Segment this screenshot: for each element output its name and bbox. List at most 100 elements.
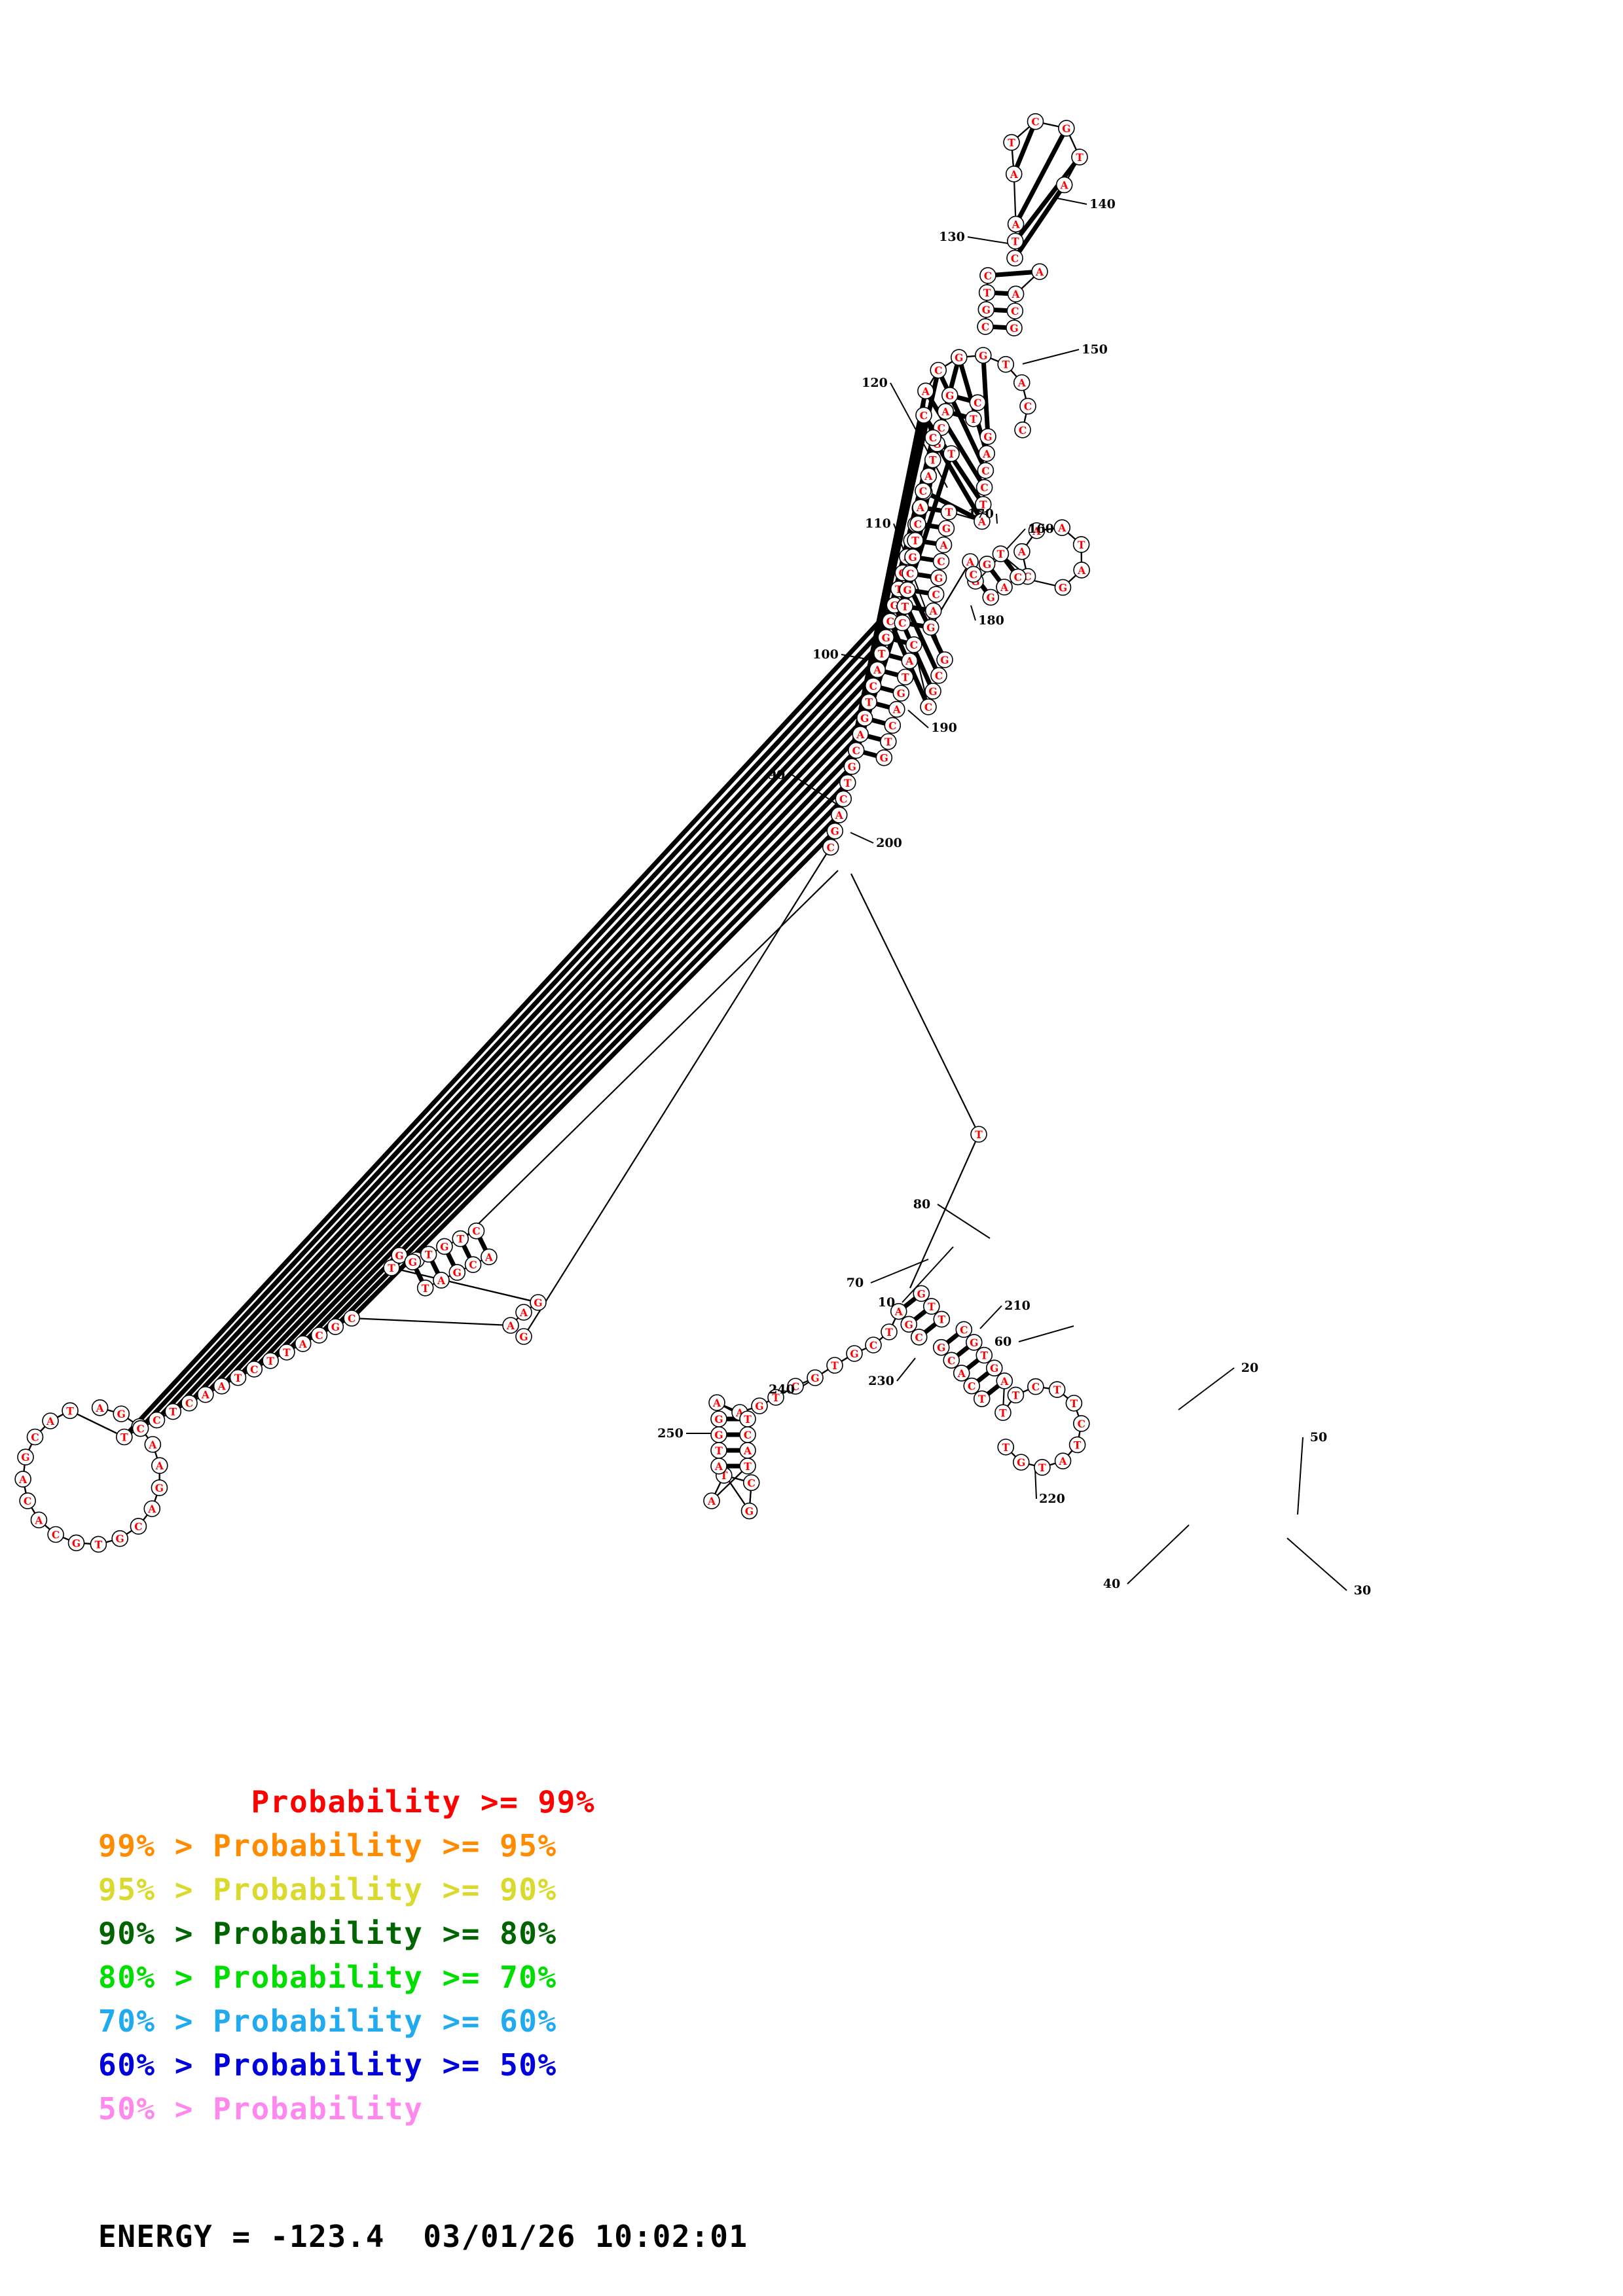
nucleotide-circle <box>1068 1436 1086 1454</box>
nucleotide-letter: A <box>1000 581 1009 594</box>
nucleotide-letter: G <box>331 1321 340 1333</box>
position-label-180: 180 <box>978 613 1004 628</box>
nucleotide-letter: T <box>1053 1384 1061 1396</box>
nucleotide-circle <box>938 520 955 537</box>
nucleotide-circle <box>30 1511 48 1529</box>
legend-row-95: 99% > Probability >= 95% <box>98 1828 557 1863</box>
nucleotide-circle <box>1013 374 1030 391</box>
nucleotide-letter: C <box>981 321 989 333</box>
nucleotide-letter: A <box>148 1439 157 1451</box>
nucleotide-letter: G <box>453 1266 462 1279</box>
nucleotide-letter: G <box>811 1372 819 1384</box>
nucleotide-letter: C <box>869 680 877 692</box>
nucleotide-letter: C <box>315 1329 323 1342</box>
nucleotide-letter: A <box>714 1460 723 1473</box>
nucleotide-circle <box>974 512 991 530</box>
nucleotide-circle <box>710 1410 727 1427</box>
nucleotide-circle <box>144 1436 162 1453</box>
nucleotide-letter: C <box>1019 424 1027 437</box>
nucleotide-circle <box>894 614 911 632</box>
nucleotide-letter: A <box>929 605 938 617</box>
nucleotide-circle <box>1055 176 1073 194</box>
nucleotide-circle <box>927 586 945 603</box>
nucleotide-letter: A <box>977 516 987 528</box>
nucleotide-letter: C <box>968 1380 976 1393</box>
nucleotide-circle <box>930 667 947 684</box>
nucleotide-letter: A <box>1057 522 1067 534</box>
nucleotide-letter: T <box>1002 1441 1010 1454</box>
nucleotide-letter: T <box>983 287 991 299</box>
nucleotide-circle <box>924 602 942 620</box>
nucleotide-circle <box>17 1448 34 1465</box>
nucleotide-letter: T <box>772 1391 780 1404</box>
nucleotide-letter: C <box>1011 252 1019 264</box>
nucleotide-letter: A <box>201 1389 210 1401</box>
nucleotide-letter: G <box>21 1451 29 1463</box>
position-label-200: 200 <box>876 836 902 850</box>
nucleotide-letter: A <box>939 539 948 551</box>
nucleotide-letter: C <box>472 1225 480 1238</box>
nucleotide-circle <box>42 1412 59 1429</box>
nucleotide-circle <box>888 700 905 718</box>
nucleotide-letter: A <box>924 470 933 482</box>
nucleotide-circle <box>740 1502 758 1520</box>
nucleotide-letter: G <box>1062 122 1070 135</box>
nucleotide-letter: A <box>506 1319 515 1332</box>
nucleotide-circle <box>197 1386 214 1403</box>
nucleotide-letter: A <box>299 1338 308 1350</box>
nucleotide-circle <box>132 1420 149 1437</box>
nucleotide-circle <box>935 536 953 554</box>
nucleotide-circle <box>246 1360 263 1378</box>
nucleotide-circle <box>875 749 893 766</box>
nucleotide-letter: C <box>915 1331 923 1344</box>
nucleotide-circle <box>897 668 914 686</box>
nucleotide-letter: G <box>890 600 899 612</box>
position-label-240: 240 <box>769 1382 795 1397</box>
nucleotide-circle <box>992 545 1010 563</box>
nucleotide-circle <box>943 445 960 462</box>
nucleotide-letter: C <box>898 617 906 630</box>
nucleotide-circle <box>1013 543 1030 560</box>
nucleotide-letter: C <box>1031 116 1039 128</box>
nucleotide-circle <box>111 1530 128 1547</box>
nucleotide-letter: C <box>984 270 992 282</box>
nucleotide-circle <box>213 1377 230 1395</box>
nucleotide-circle <box>950 349 968 366</box>
nucleotide-letter: G <box>937 1342 945 1354</box>
nucleotide-letter: A <box>484 1251 494 1263</box>
nucleotide-letter: T <box>928 1300 936 1313</box>
nucleotide-letter: C <box>1024 401 1032 413</box>
nucleotide-letter: G <box>908 551 917 564</box>
nucleotide-letter: C <box>970 568 977 581</box>
nucleotide-letter: C <box>1014 571 1022 583</box>
nucleotide-letter: G <box>395 1249 403 1262</box>
nucleotide-letter: T <box>1002 359 1010 371</box>
nucleotide-circle <box>982 588 999 606</box>
nucleotide-letter: C <box>134 1520 142 1533</box>
nucleotide-circle <box>955 1321 973 1338</box>
nucleotide-letter: C <box>1078 1418 1085 1430</box>
nucleotide-circle <box>116 1428 133 1446</box>
nucleotide-letter: A <box>217 1380 227 1393</box>
nucleotide-circle <box>912 499 929 516</box>
nucleotide-circle <box>294 1335 312 1352</box>
nucleotide-letter: A <box>941 406 950 418</box>
nucleotide-letter: G <box>1059 581 1067 594</box>
nucleotide-circle <box>905 636 922 653</box>
nucleotide-letter: A <box>873 664 882 676</box>
nucleotide-circle <box>873 645 890 662</box>
nucleotide-circle <box>327 1318 344 1335</box>
nucleotide-circle <box>901 652 919 670</box>
nucleotide-circle <box>502 1317 519 1334</box>
nucleotide-letter: T <box>425 1248 433 1261</box>
nucleotide-letter: C <box>919 485 927 497</box>
nucleotide-letter: T <box>1012 235 1019 247</box>
nucleotide-circle <box>1072 536 1090 553</box>
nucleotide-letter: G <box>945 389 954 402</box>
position-label-layer: 10 20 30 40 50 60 70 80 90 100 110 120 130 140 150 160 1… <box>657 197 1371 1598</box>
nucleotide-circle <box>974 495 992 513</box>
nucleotide-letter: T <box>422 1282 429 1295</box>
nucleotide-letter: A <box>905 655 914 668</box>
nucleotide-letter: T <box>1008 137 1015 149</box>
position-label-250: 250 <box>657 1426 684 1441</box>
